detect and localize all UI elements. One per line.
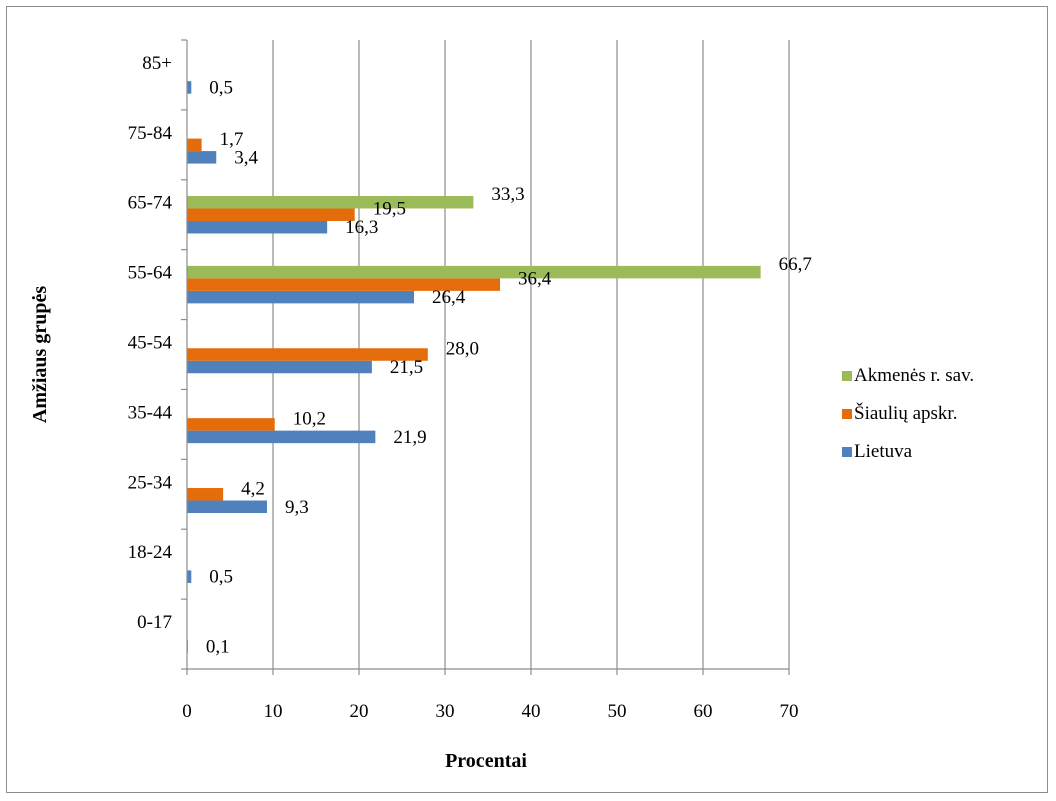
bar — [187, 278, 501, 291]
gridlines — [272, 40, 790, 669]
bar — [187, 138, 202, 152]
x-tick-label: 0 — [182, 701, 192, 722]
bar — [187, 570, 192, 583]
data-label: 19,5 — [373, 199, 406, 220]
bar — [187, 430, 376, 444]
bar — [187, 488, 224, 501]
bar — [187, 195, 474, 209]
y-tick-label: 0-17 — [137, 612, 172, 633]
legend-label: Akmenės r. sav. — [854, 365, 974, 386]
data-label: 21,5 — [390, 357, 423, 378]
data-label: 0,5 — [209, 77, 233, 98]
data-label: 9,3 — [285, 497, 309, 518]
y-tick-label: 18-24 — [128, 542, 173, 563]
legend: Akmenės r. sav. Šiaulių apskr. Lietuva — [842, 365, 974, 462]
bar — [187, 220, 328, 234]
y-tick-label: 25-34 — [128, 472, 173, 493]
legend-swatch — [842, 447, 852, 457]
x-tick-label: 60 — [694, 701, 713, 722]
data-label: 66,7 — [779, 254, 812, 275]
y-tick-label: 55-64 — [128, 263, 173, 284]
data-label: 3,4 — [234, 147, 258, 168]
data-labels: 0,1 0,5 9,3 21,9 21,5 26,4 16,3 3,4 0,5 4,2 10,2 28… — [206, 77, 812, 657]
axes: 0 10 20 30 40 50 60 70 0-17 18-24 25-34 35-44 45-54 5… — [128, 39, 799, 722]
bar — [187, 290, 415, 304]
x-tick-label: 50 — [608, 701, 627, 722]
x-tick-label: 70 — [780, 701, 799, 722]
bar — [187, 208, 355, 221]
bar — [187, 418, 275, 431]
data-label: 0,5 — [209, 567, 233, 588]
x-tick-label: 30 — [436, 701, 455, 722]
y-tick-label: 65-74 — [128, 193, 173, 214]
x-tick-label: 10 — [264, 701, 283, 722]
bar — [187, 151, 217, 164]
y-tick-label: 45-54 — [128, 333, 173, 354]
data-label: 36,4 — [518, 269, 552, 290]
legend-label: Šiaulių apskr. — [854, 402, 957, 424]
bar — [187, 500, 267, 514]
data-label: 26,4 — [432, 287, 466, 308]
data-label: 0,1 — [206, 637, 230, 658]
bar — [187, 348, 428, 361]
legend-swatch — [842, 409, 852, 419]
y-tick-label: 85+ — [142, 53, 172, 74]
x-tick-label: 20 — [350, 701, 369, 722]
data-label: 1,7 — [220, 129, 244, 150]
bar — [187, 360, 372, 374]
bar — [187, 81, 192, 94]
y-axis-title: Amžiaus grupės — [29, 286, 51, 423]
data-label: 4,2 — [241, 478, 265, 499]
legend-swatch — [842, 371, 852, 381]
chart-frame — [6, 6, 1048, 793]
data-label: 16,3 — [345, 217, 378, 238]
legend-label: Lietuva — [854, 441, 913, 462]
bars — [187, 81, 761, 653]
data-label: 21,9 — [393, 427, 426, 448]
x-tick-label: 40 — [522, 701, 541, 722]
x-axis-title: Procentai — [445, 750, 527, 772]
bar — [187, 265, 761, 279]
data-label: 10,2 — [293, 408, 326, 429]
data-label: 28,0 — [446, 339, 479, 360]
data-label: 33,3 — [491, 184, 524, 205]
y-tick-label: 35-44 — [128, 402, 173, 423]
y-tick-label: 75-84 — [128, 123, 173, 144]
